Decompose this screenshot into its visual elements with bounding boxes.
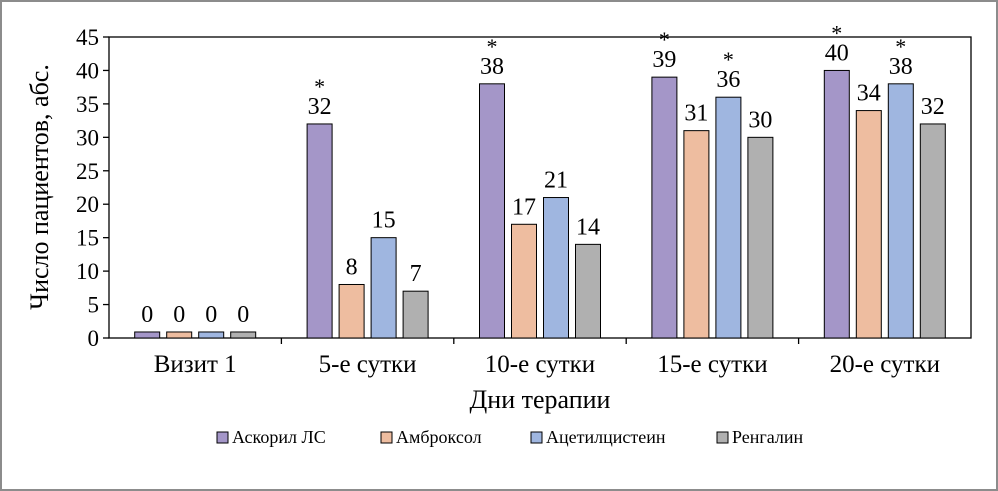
bar	[511, 223, 537, 339]
y-tick-label: 0	[88, 326, 100, 351]
data-label: 21	[544, 168, 568, 194]
bar	[230, 331, 257, 339]
y-tick-label: 25	[76, 159, 99, 184]
x-category-label: 5-е сутки	[319, 351, 417, 378]
x-category-label: 20-е сутки	[830, 351, 940, 378]
data-label: 30	[748, 107, 772, 133]
legend-swatch	[380, 431, 393, 444]
significance-marker: *	[314, 74, 325, 99]
data-label: 0	[141, 302, 153, 328]
data-label: 0	[205, 302, 217, 328]
y-tick-label: 15	[76, 226, 99, 251]
bar	[134, 331, 161, 339]
data-label: 8	[346, 254, 358, 280]
legend-swatch	[530, 431, 543, 444]
data-label: 7	[410, 261, 422, 287]
data-label: 36	[716, 67, 740, 93]
significance-marker: *	[831, 20, 842, 45]
bar	[683, 130, 710, 339]
y-tick-label: 10	[76, 259, 99, 284]
significance-marker: *	[895, 34, 906, 59]
y-tick-label: 40	[76, 58, 99, 83]
legend-label: Амброксол	[396, 427, 482, 447]
bar	[919, 123, 946, 339]
data-label: 14	[576, 214, 600, 240]
bar	[338, 283, 365, 339]
bar	[543, 197, 569, 339]
x-category-label: Визит 1	[154, 351, 237, 378]
bar	[479, 83, 505, 339]
significance-marker: *	[659, 27, 670, 52]
bar	[370, 237, 397, 339]
x-category-label: 15-е сутки	[657, 351, 767, 378]
legend-swatch	[716, 431, 729, 444]
bar	[747, 136, 774, 339]
significance-marker: *	[723, 47, 734, 72]
x-category-label: 10-е сутки	[485, 351, 595, 378]
data-label: 38	[480, 54, 504, 80]
y-tick-label: 20	[76, 192, 99, 217]
data-label: 17	[512, 194, 536, 220]
data-label: 34	[857, 81, 881, 107]
bar	[887, 83, 914, 339]
data-label: 32	[308, 94, 332, 120]
data-label: 38	[889, 54, 913, 80]
data-label: 32	[921, 94, 945, 120]
y-axis-title: Число пациентов, абс.	[25, 64, 54, 310]
significance-marker: *	[487, 34, 498, 59]
legend-swatch	[216, 431, 229, 444]
bar	[198, 331, 225, 339]
data-label: 0	[173, 302, 185, 328]
y-tick-label: 30	[76, 125, 99, 150]
data-label: 15	[372, 208, 396, 234]
bar	[306, 123, 333, 339]
data-label: 0	[237, 302, 249, 328]
bar	[855, 110, 882, 339]
bar	[166, 331, 193, 339]
legend-label: Ацетилцистеин	[546, 427, 666, 447]
y-tick-label: 5	[88, 293, 100, 318]
bar	[715, 96, 742, 339]
data-label: 39	[652, 47, 676, 73]
plot-area-border	[108, 36, 972, 339]
legend-label: Ренгалин	[732, 427, 804, 447]
y-tick-label: 35	[76, 92, 99, 117]
data-label: 31	[684, 101, 708, 127]
data-label: 40	[825, 40, 849, 66]
legend-label: Аскорил ЛС	[232, 427, 326, 447]
y-tick-label: 45	[76, 25, 99, 50]
bar	[402, 290, 429, 339]
bar	[823, 69, 850, 339]
bar	[651, 76, 678, 339]
bar	[575, 243, 601, 339]
x-axis-title: Дни терапии	[470, 385, 611, 414]
